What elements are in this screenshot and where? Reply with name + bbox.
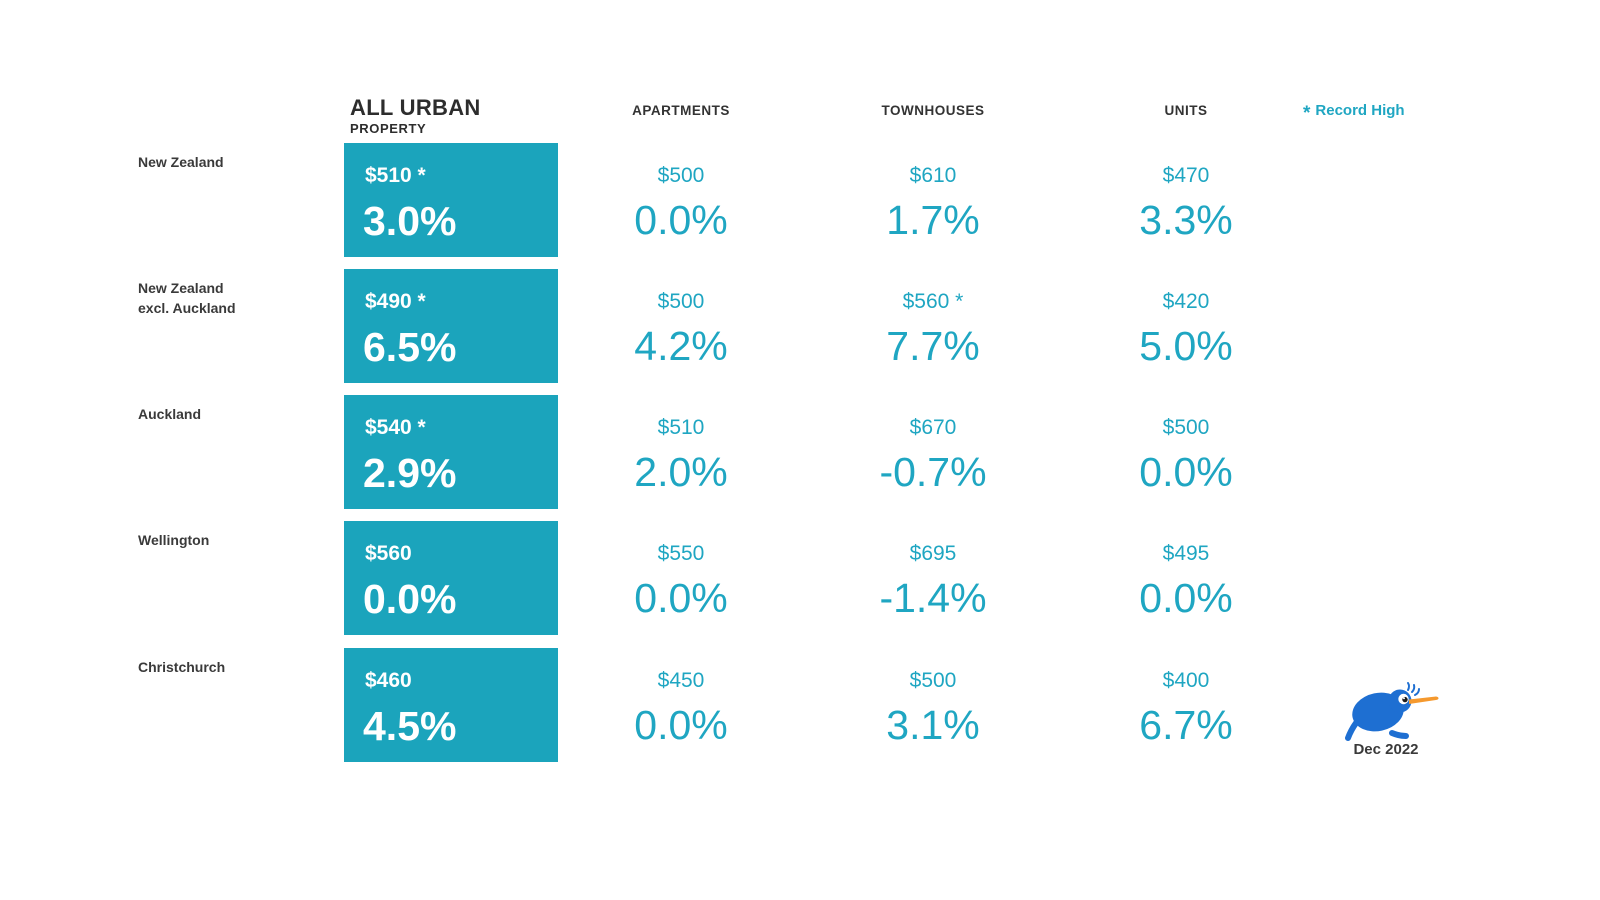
townhouses-change-pct: 7.7% xyxy=(886,323,980,369)
units-change-pct: 0.0% xyxy=(1139,449,1233,495)
apartments-change-pct: 0.0% xyxy=(634,702,728,748)
townhouses-change-pct: -1.4% xyxy=(879,575,987,621)
all-urban-price: $460 xyxy=(365,669,412,692)
units-value-cell: $500 0.0% xyxy=(1076,395,1296,509)
units-change-pct: 3.3% xyxy=(1139,197,1233,243)
units-value-cell: $400 6.7% xyxy=(1076,648,1296,762)
column-header-apartments: APARTMENTS xyxy=(632,103,730,118)
row-label-line1: Auckland xyxy=(138,406,202,422)
row-label: Auckland xyxy=(138,404,343,424)
units-change-pct: 0.0% xyxy=(1139,575,1233,621)
apartments-value-cell: $550 0.0% xyxy=(571,521,791,635)
all-urban-change-pct: 4.5% xyxy=(363,703,457,749)
row-label-line1: New Zealand xyxy=(138,280,224,296)
all-urban-value-box: $540 * 2.9% xyxy=(344,395,558,509)
apartments-price: $510 xyxy=(657,416,705,439)
all-urban-price: $540 * xyxy=(365,416,426,439)
record-high-asterisk-icon: * xyxy=(949,290,964,313)
units-price: $420 xyxy=(1162,290,1210,313)
all-urban-price: $490 * xyxy=(365,290,426,313)
townhouses-price: $610 xyxy=(909,164,957,187)
units-price: $400 xyxy=(1162,669,1210,692)
apartments-value-cell: $510 2.0% xyxy=(571,395,791,509)
apartments-price: $500 xyxy=(657,164,705,187)
units-value-cell: $495 0.0% xyxy=(1076,521,1296,635)
all-urban-value-box: $560 0.0% xyxy=(344,521,558,635)
townhouses-price: $560 * xyxy=(902,290,964,313)
townhouses-value-cell: $670 -0.7% xyxy=(823,395,1043,509)
record-high-legend-label: Record High xyxy=(1315,102,1405,119)
apartments-change-pct: 0.0% xyxy=(634,575,728,621)
row-label-line1: Wellington xyxy=(138,532,210,548)
units-price: $495 xyxy=(1162,542,1210,565)
units-price: $500 xyxy=(1162,416,1210,439)
apartments-change-pct: 0.0% xyxy=(634,197,728,243)
townhouses-price: $500 xyxy=(909,669,957,692)
column-header-townhouses: TOWNHOUSES xyxy=(881,103,985,118)
units-price: $470 xyxy=(1162,164,1210,187)
all-urban-change-pct: 0.0% xyxy=(363,576,457,622)
apartments-change-pct: 4.2% xyxy=(634,323,728,369)
apartments-value-cell: $450 0.0% xyxy=(571,648,791,762)
column-header-all-urban-subtitle: PROPERTY xyxy=(350,121,427,136)
all-urban-price: $510 * xyxy=(365,164,426,187)
all-urban-value-box: $460 4.5% xyxy=(344,648,558,762)
row-label: Wellington xyxy=(138,530,343,550)
kiwi-bird-icon xyxy=(1345,682,1439,741)
row-label-line2: excl. Auckland xyxy=(138,300,236,316)
apartments-value-cell: $500 0.0% xyxy=(571,143,791,257)
column-header-all-urban: ALL URBAN xyxy=(350,95,481,120)
all-urban-value-box: $510 * 3.0% xyxy=(344,143,558,257)
townhouses-value-cell: $560 * 7.7% xyxy=(823,269,1043,383)
all-urban-price: $560 xyxy=(365,542,412,565)
trade-me-kiwi-logo xyxy=(1334,681,1442,741)
all-urban-change-pct: 2.9% xyxy=(363,450,457,496)
row-label-line1: New Zealand xyxy=(138,154,224,170)
townhouses-change-pct: 1.7% xyxy=(886,197,980,243)
period-label: Dec 2022 xyxy=(1353,741,1419,758)
column-header-units: UNITS xyxy=(1164,103,1208,118)
townhouses-price: $670 xyxy=(909,416,957,439)
record-high-asterisk-icon: * xyxy=(411,164,426,187)
apartments-change-pct: 2.0% xyxy=(634,449,728,495)
row-label: New Zealand excl. Auckland xyxy=(138,278,343,318)
townhouses-value-cell: $610 1.7% xyxy=(823,143,1043,257)
townhouses-change-pct: -0.7% xyxy=(879,449,987,495)
all-urban-change-pct: 3.0% xyxy=(363,198,457,244)
apartments-price: $450 xyxy=(657,669,705,692)
units-change-pct: 5.0% xyxy=(1139,323,1233,369)
townhouses-change-pct: 3.1% xyxy=(886,702,980,748)
townhouses-value-cell: $695 -1.4% xyxy=(823,521,1043,635)
units-value-cell: $470 3.3% xyxy=(1076,143,1296,257)
row-label-line1: Christchurch xyxy=(138,659,226,675)
townhouses-value-cell: $500 3.1% xyxy=(823,648,1043,762)
units-change-pct: 6.7% xyxy=(1139,702,1233,748)
all-urban-change-pct: 6.5% xyxy=(363,324,457,370)
apartments-price: $550 xyxy=(657,542,705,565)
record-high-asterisk-icon: * xyxy=(411,290,426,313)
row-label: Christchurch xyxy=(138,657,343,677)
record-high-legend: * Record High xyxy=(1303,99,1405,124)
row-label: New Zealand xyxy=(138,152,343,172)
all-urban-value-box: $490 * 6.5% xyxy=(344,269,558,383)
record-high-asterisk-icon: * xyxy=(1303,103,1311,124)
townhouses-price: $695 xyxy=(909,542,957,565)
units-value-cell: $420 5.0% xyxy=(1076,269,1296,383)
apartments-value-cell: $500 4.2% xyxy=(571,269,791,383)
record-high-asterisk-icon: * xyxy=(411,416,426,439)
apartments-price: $500 xyxy=(657,290,705,313)
